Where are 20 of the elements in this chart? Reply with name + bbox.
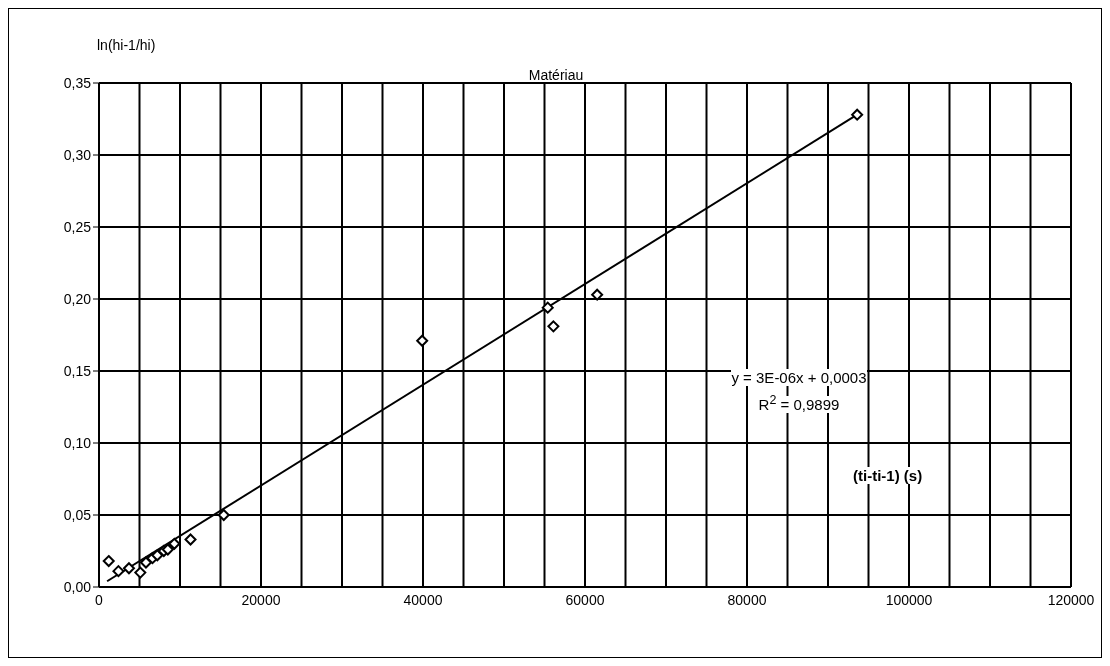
y-tick-label: 0,35 xyxy=(63,74,92,91)
x-tick-label: 80000 xyxy=(727,591,767,608)
x-tick-label: 20000 xyxy=(241,591,281,608)
x-tick-label: 60000 xyxy=(565,591,605,608)
y-tick-label: 0,25 xyxy=(63,218,92,235)
x-tick-label: 120000 xyxy=(1047,591,1095,608)
y-tick-label: 0,20 xyxy=(63,290,92,307)
x-tick-label: 40000 xyxy=(403,591,443,608)
y-tick-label: 0,05 xyxy=(63,506,92,523)
x-tick-label: 0 xyxy=(95,591,104,608)
y-tick-label: 0,30 xyxy=(63,146,92,163)
x-axis-title: (ti-ti-1) (s) xyxy=(849,467,927,484)
y-tick-label: 0,10 xyxy=(63,434,92,451)
y-axis-title: ln(hi-1/hi) xyxy=(97,37,156,53)
y-tick-label: 0,00 xyxy=(63,578,92,595)
x-tick-label: 100000 xyxy=(885,591,933,608)
annotation: y = 3E-06x + 0,0003 xyxy=(731,369,867,386)
y-tick-label: 0,15 xyxy=(63,362,92,379)
chart-title: Matériau xyxy=(528,67,584,83)
annotation: R$^{2}$ = 0,9899 xyxy=(758,393,840,413)
